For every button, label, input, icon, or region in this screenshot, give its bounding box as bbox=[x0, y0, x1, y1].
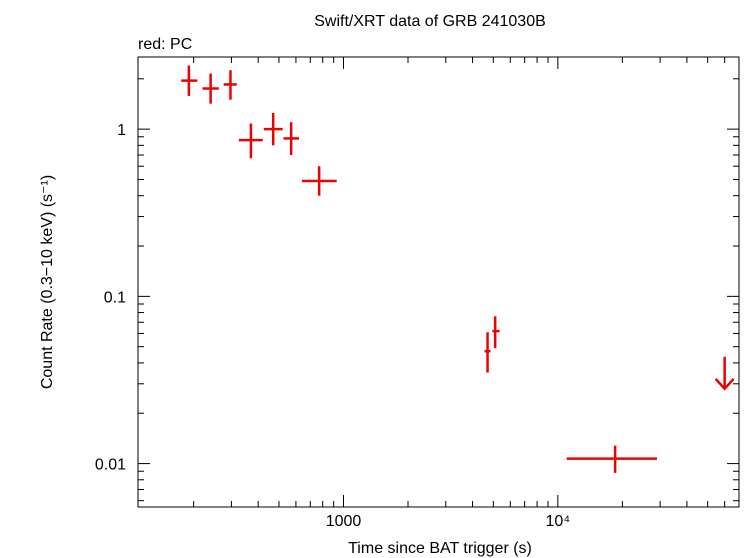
plot-frame bbox=[137, 56, 740, 508]
data-point bbox=[238, 123, 263, 159]
data-point bbox=[202, 73, 219, 104]
axis-tick-labels: 1000 10⁴ 1 0.1 0.01 bbox=[95, 122, 570, 530]
y-tick-label: 0.01 bbox=[95, 457, 126, 474]
data-point bbox=[566, 445, 657, 473]
data-point bbox=[301, 166, 337, 196]
x-tick-label: 1000 bbox=[326, 513, 362, 530]
data-point bbox=[263, 112, 283, 146]
data-point bbox=[484, 332, 491, 373]
upper-limit-arrowhead bbox=[714, 377, 735, 391]
upper-limit-arrow bbox=[714, 356, 735, 391]
data-point bbox=[283, 122, 299, 156]
x-tick-label: 10⁴ bbox=[546, 513, 571, 530]
chart-subtitle: red: PC bbox=[138, 36, 192, 53]
y-axis-label: Count Rate (0.3−10 keV) (s⁻¹) bbox=[39, 175, 56, 389]
data-marks bbox=[181, 65, 735, 473]
data-point bbox=[181, 65, 198, 96]
chart-title: Swift/XRT data of GRB 241030B bbox=[314, 13, 546, 30]
data-point bbox=[223, 70, 237, 100]
y-tick-label: 0.1 bbox=[104, 289, 126, 306]
axis-ticks bbox=[138, 57, 740, 507]
x-axis-label: Time since BAT trigger (s) bbox=[348, 540, 532, 557]
data-point bbox=[492, 316, 500, 349]
y-tick-label: 1 bbox=[117, 122, 126, 139]
